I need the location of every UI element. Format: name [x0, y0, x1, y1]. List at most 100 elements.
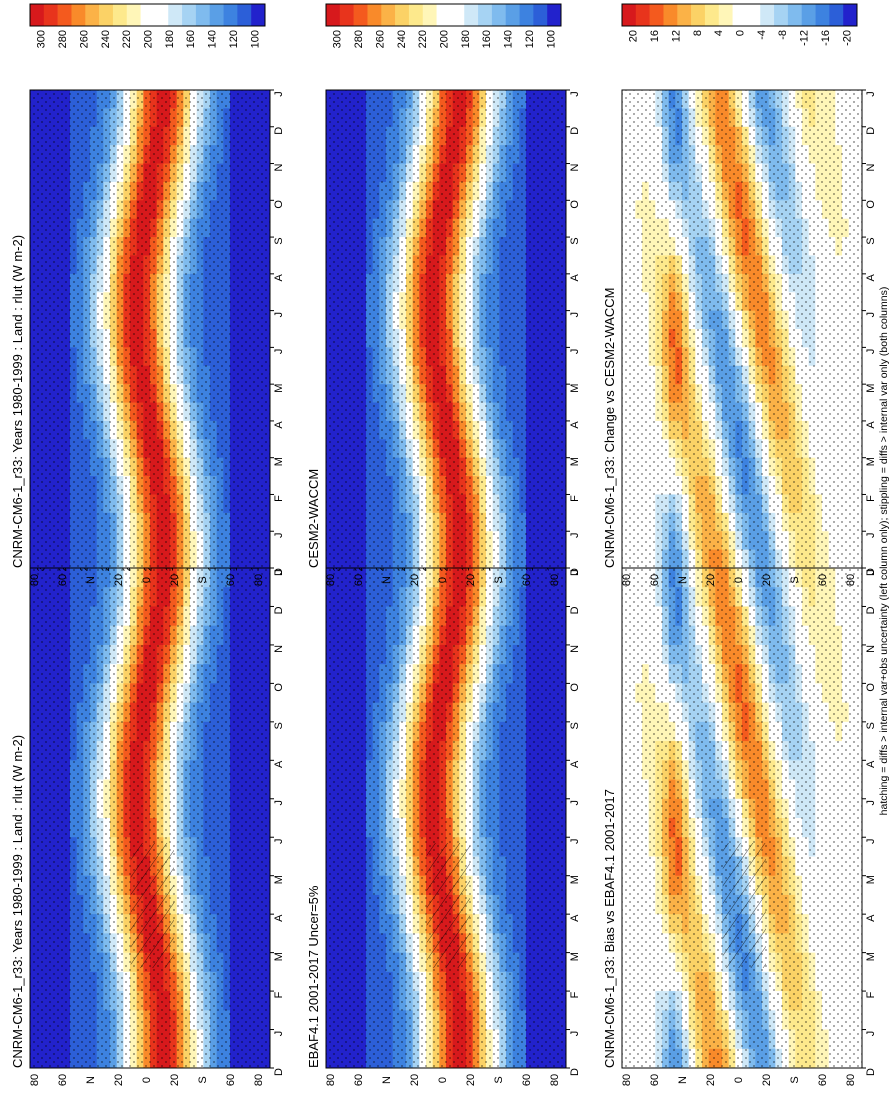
lat-tick-label: 20: [761, 1074, 773, 1086]
colorbar-swatch: [154, 4, 169, 26]
stippling-overlay: [326, 568, 566, 1068]
month-tick-label: M: [569, 384, 581, 393]
lat-tick-label: S: [493, 1076, 505, 1083]
lat-tick-label: 20: [465, 1074, 477, 1086]
lat-tick-label: N: [85, 576, 97, 584]
lat-tick-label: 60: [225, 574, 237, 586]
month-tick-label: J: [273, 91, 285, 97]
month-tick-label: N: [273, 645, 285, 653]
lat-tick-label: 60: [649, 1074, 661, 1086]
lat-tick-label: N: [85, 1076, 97, 1084]
lat-tick-label: 0: [141, 577, 153, 583]
colorbar-tick-label: 220: [417, 30, 429, 48]
lat-tick-label: N: [381, 576, 393, 584]
colorbar-swatch: [408, 4, 424, 26]
month-tick-label: J: [569, 91, 581, 97]
lat-tick-label: 80: [253, 1074, 265, 1086]
colorbar-swatch: [533, 4, 548, 26]
month-tick-label: A: [273, 421, 285, 429]
colorbar-tick-label: 160: [481, 30, 493, 48]
month-tick-label: D: [865, 1068, 877, 1076]
colorbar-swatch: [30, 4, 45, 26]
panel-title: CESM2-WACCM: [306, 469, 321, 568]
colorbar-swatch: [126, 4, 141, 26]
colorbar-tick-label: 100: [249, 30, 261, 48]
lat-tick-label: 80: [325, 1074, 337, 1086]
colorbar-frame: [29, 3, 266, 27]
panel-title: EBAF4.1 2001-2017 Uncer=5%: [306, 885, 321, 1068]
lat-tick-label: 80: [845, 1074, 857, 1086]
colorbar-swatch: [381, 4, 396, 26]
lat-tick-label: 20: [169, 574, 181, 586]
month-tick-label: M: [273, 384, 285, 393]
month-tick-label: J: [865, 838, 877, 844]
lat-tick-label: 60: [521, 1074, 533, 1086]
month-tick-label: J: [569, 569, 581, 575]
panel-bottom-left: 80 60 N 20 0 20 S 60 80DJFMAMJJASONDJCNRM-CM6-1_…: [602, 526, 877, 1086]
colorbar-swatch: [326, 4, 341, 26]
month-tick-label: A: [273, 914, 285, 922]
lat-tick-label: 60: [353, 574, 365, 586]
colorbar-tick-label: 120: [524, 30, 536, 48]
month-tick-label: O: [273, 683, 285, 692]
colorbar-swatch: [140, 4, 155, 26]
colorbar-swatch: [519, 4, 534, 26]
colorbar-tick-label: 180: [164, 30, 176, 48]
month-tick-label: S: [273, 722, 285, 729]
stippling-overlay: [326, 90, 566, 568]
lat-tick-label: N: [677, 1076, 689, 1084]
lat-tick-label: 80: [621, 1074, 633, 1086]
month-tick-label: D: [273, 127, 285, 135]
stippling-overlay: [622, 568, 862, 1068]
month-tick-label: S: [273, 237, 285, 244]
colorbar-swatch: [195, 4, 211, 26]
month-tick-label: A: [865, 914, 877, 922]
colorbar-swatch: [422, 4, 437, 26]
colorbar-swatch: [112, 4, 128, 26]
colorbar-swatch: [168, 4, 183, 26]
month-tick-label: S: [865, 722, 877, 729]
lat-tick-label: 60: [521, 574, 533, 586]
month-tick-label: J: [273, 800, 285, 806]
hatching-overlay: [722, 843, 766, 968]
colorbar-tick-label: 240: [100, 30, 112, 48]
stippling-overlay: [30, 568, 270, 1068]
colorbar-tick-label: 120: [228, 30, 240, 48]
month-tick-label: A: [569, 760, 581, 768]
lat-tick-label: 80: [549, 574, 561, 586]
month-tick-label: A: [569, 914, 581, 922]
colorbar-swatch: [450, 4, 465, 26]
month-tick-label: J: [273, 532, 285, 538]
month-tick-label: D: [569, 568, 581, 576]
panel-top-right: 80 60 N 20 0 20 S 60 80DJFMAMJJASONDJCNRM-CM6-1_…: [10, 3, 285, 586]
lat-tick-label: 60: [817, 1074, 829, 1086]
month-tick-label: J: [569, 800, 581, 806]
colorbar-tick-label: 180: [460, 30, 472, 48]
month-tick-label: M: [273, 457, 285, 466]
lat-tick-label: S: [197, 1076, 209, 1083]
colorbar-swatch: [71, 4, 86, 26]
colorbar-swatch: [339, 4, 354, 26]
colorbar-swatch: [182, 4, 197, 26]
month-tick-label: J: [865, 800, 877, 806]
hatching-overlay: [426, 843, 470, 968]
month-tick-label: M: [865, 875, 877, 884]
month-tick-label: M: [569, 952, 581, 961]
month-tick-label: M: [273, 952, 285, 961]
colorbar-swatch: [223, 4, 238, 26]
month-tick-label: N: [273, 164, 285, 172]
plot-frame: [325, 89, 567, 569]
month-tick-label: A: [569, 274, 581, 282]
month-tick-label: D: [273, 1068, 285, 1076]
colorbar-tick-label: 280: [353, 30, 365, 48]
colorbar-frame: [325, 3, 562, 27]
month-tick-label: A: [865, 760, 877, 768]
lat-tick-label: 20: [409, 574, 421, 586]
colorbar-tick-label: 160: [185, 30, 197, 48]
month-tick-label: F: [273, 495, 285, 502]
colorbar-swatch: [367, 4, 382, 26]
colorbar-tick-label: 140: [503, 30, 515, 48]
panels-layer: 80 60 N 20 0 20 S 60 80DJFMAMJJASONDJCNRM-CM6-1_…: [10, 3, 877, 1086]
colorbar-tick-label: 280: [57, 30, 69, 48]
